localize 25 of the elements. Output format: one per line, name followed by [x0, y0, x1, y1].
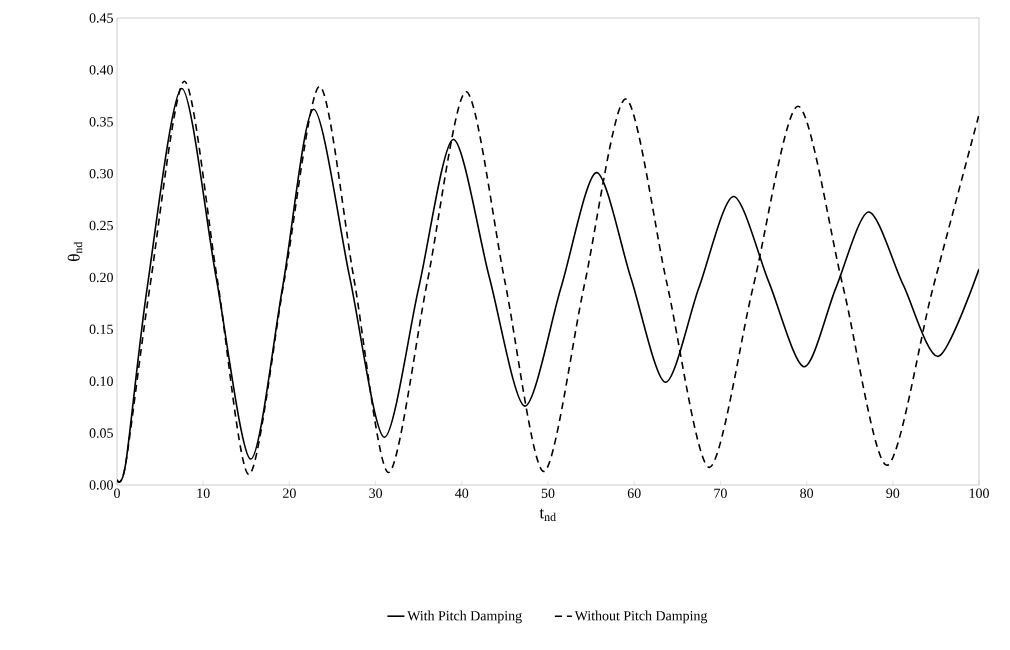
y-tick-label: 0.00 [89, 480, 113, 490]
x-tick-label: 0 [114, 488, 120, 498]
y-tick-label: 0.15 [89, 324, 113, 335]
y-tick-label: 0.10 [89, 376, 113, 386]
x-tick-label: 20 [283, 488, 296, 498]
x-tick-label: 50 [541, 488, 555, 498]
y-tick-label: 0.20 [89, 272, 113, 283]
y-axis-title: θ$_{nd}$ [67, 241, 83, 261]
y-tick-label: 0.35 [89, 117, 113, 127]
y-tick-label: 0.25 [89, 220, 113, 231]
legend-label: Without Pitch Damping [574, 610, 708, 624]
legend-label: With Pitch Damping [407, 610, 522, 624]
x-tick-label: 10 [197, 488, 210, 498]
x-tick-label: 90 [886, 488, 900, 498]
x-tick-label: 70 [714, 488, 727, 498]
x-tick-label: 30 [369, 488, 383, 498]
x-tick-label: 80 [800, 488, 814, 498]
x-tick-label: 60 [627, 488, 641, 498]
y-tick-label: 0.40 [89, 65, 113, 75]
x-tick-label: 100 [969, 488, 989, 498]
y-tick-label: 0.30 [89, 168, 113, 179]
x-tick-label: 40 [455, 488, 469, 498]
y-tick-label: 0.45 [89, 13, 113, 23]
x-axis-title: t$_{nd}$ [539, 508, 556, 521]
y-tick-label: 0.05 [89, 428, 113, 438]
